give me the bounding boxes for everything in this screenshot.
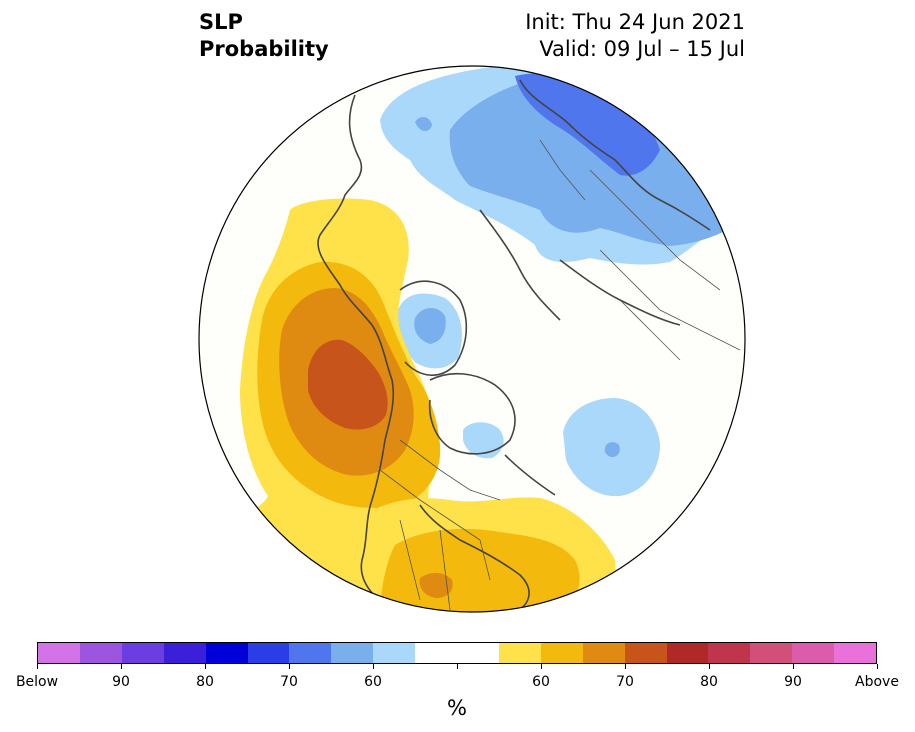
colorbar-tick bbox=[204, 664, 206, 669]
colorbar-below-1 bbox=[79, 643, 122, 663]
colorbar-tick bbox=[624, 664, 626, 669]
below-normal-65-ne-russia bbox=[415, 116, 432, 132]
colorbar-neutral bbox=[415, 643, 499, 663]
colorbar-tick bbox=[540, 664, 542, 669]
colorbar-tick-label: 70 bbox=[616, 674, 634, 690]
political-borders bbox=[379, 139, 741, 611]
colorbar-tick-label: 80 bbox=[700, 674, 718, 690]
colorbar-above-8 bbox=[834, 643, 877, 663]
colorbar-tick-label: 80 bbox=[196, 674, 214, 690]
colorbar-above-6 bbox=[750, 643, 793, 663]
colorbar-below-7 bbox=[331, 643, 374, 663]
colorbar-tick bbox=[708, 664, 710, 669]
init-date: Init: Thu 24 Jun 2021 bbox=[525, 10, 745, 34]
colorbar-below-4 bbox=[205, 643, 248, 663]
colorbar-tick-label: Above bbox=[855, 674, 899, 690]
colorbar-above-0 bbox=[498, 643, 541, 663]
colorbar-tick-label: 60 bbox=[364, 674, 382, 690]
title-line-1: SLP bbox=[199, 10, 243, 34]
colorbar-tick-label: 60 bbox=[532, 674, 550, 690]
colorbar-tick bbox=[288, 664, 290, 669]
colorbar-tick bbox=[372, 664, 374, 669]
colorbar-above-4 bbox=[666, 643, 709, 663]
colorbar-below-0 bbox=[38, 643, 80, 663]
colorbar-above-1 bbox=[540, 643, 583, 663]
colorbar-tick bbox=[36, 664, 38, 669]
below-normal-70-europe bbox=[515, 73, 660, 176]
valid-range: Valid: 09 Jul – 15 Jul bbox=[539, 37, 745, 61]
polar-map bbox=[198, 65, 746, 613]
colorbar-tick bbox=[876, 664, 878, 669]
colorbar-tick bbox=[456, 664, 458, 669]
colorbar-tick-label: 70 bbox=[280, 674, 298, 690]
below-normal-65-pacific bbox=[604, 442, 620, 458]
colorbar-above-3 bbox=[624, 643, 667, 663]
colorbar-units: % bbox=[447, 696, 467, 720]
map-boundary bbox=[198, 65, 746, 613]
colorbar-below-3 bbox=[163, 643, 206, 663]
map-title: SLP Probability bbox=[199, 9, 329, 63]
colorbar-tick bbox=[792, 664, 794, 669]
colorbar-above-5 bbox=[708, 643, 751, 663]
colorbar-below-6 bbox=[289, 643, 332, 663]
below-normal-65-greenland bbox=[414, 307, 446, 344]
colorbar-tick-label: 90 bbox=[784, 674, 802, 690]
above-normal-75-west bbox=[308, 339, 388, 430]
below-normal-60-hudson bbox=[463, 422, 504, 459]
init-valid-info: Init: Thu 24 Jun 2021 Valid: 09 Jul – 15… bbox=[525, 9, 745, 63]
above-normal-70-east bbox=[419, 572, 453, 598]
colorbar bbox=[37, 642, 877, 664]
above-normal-65-east bbox=[379, 528, 580, 612]
colorbar-above-7 bbox=[792, 643, 835, 663]
colorbar-below-8 bbox=[373, 643, 416, 663]
colorbar-below-5 bbox=[247, 643, 290, 663]
colorbar-above-2 bbox=[582, 643, 625, 663]
title-line-2: Probability bbox=[199, 37, 329, 61]
colorbar-tick-label: 90 bbox=[112, 674, 130, 690]
colorbar-below-2 bbox=[121, 643, 164, 663]
colorbar-tick bbox=[120, 664, 122, 669]
colorbar-tick-label: Below bbox=[15, 674, 59, 690]
